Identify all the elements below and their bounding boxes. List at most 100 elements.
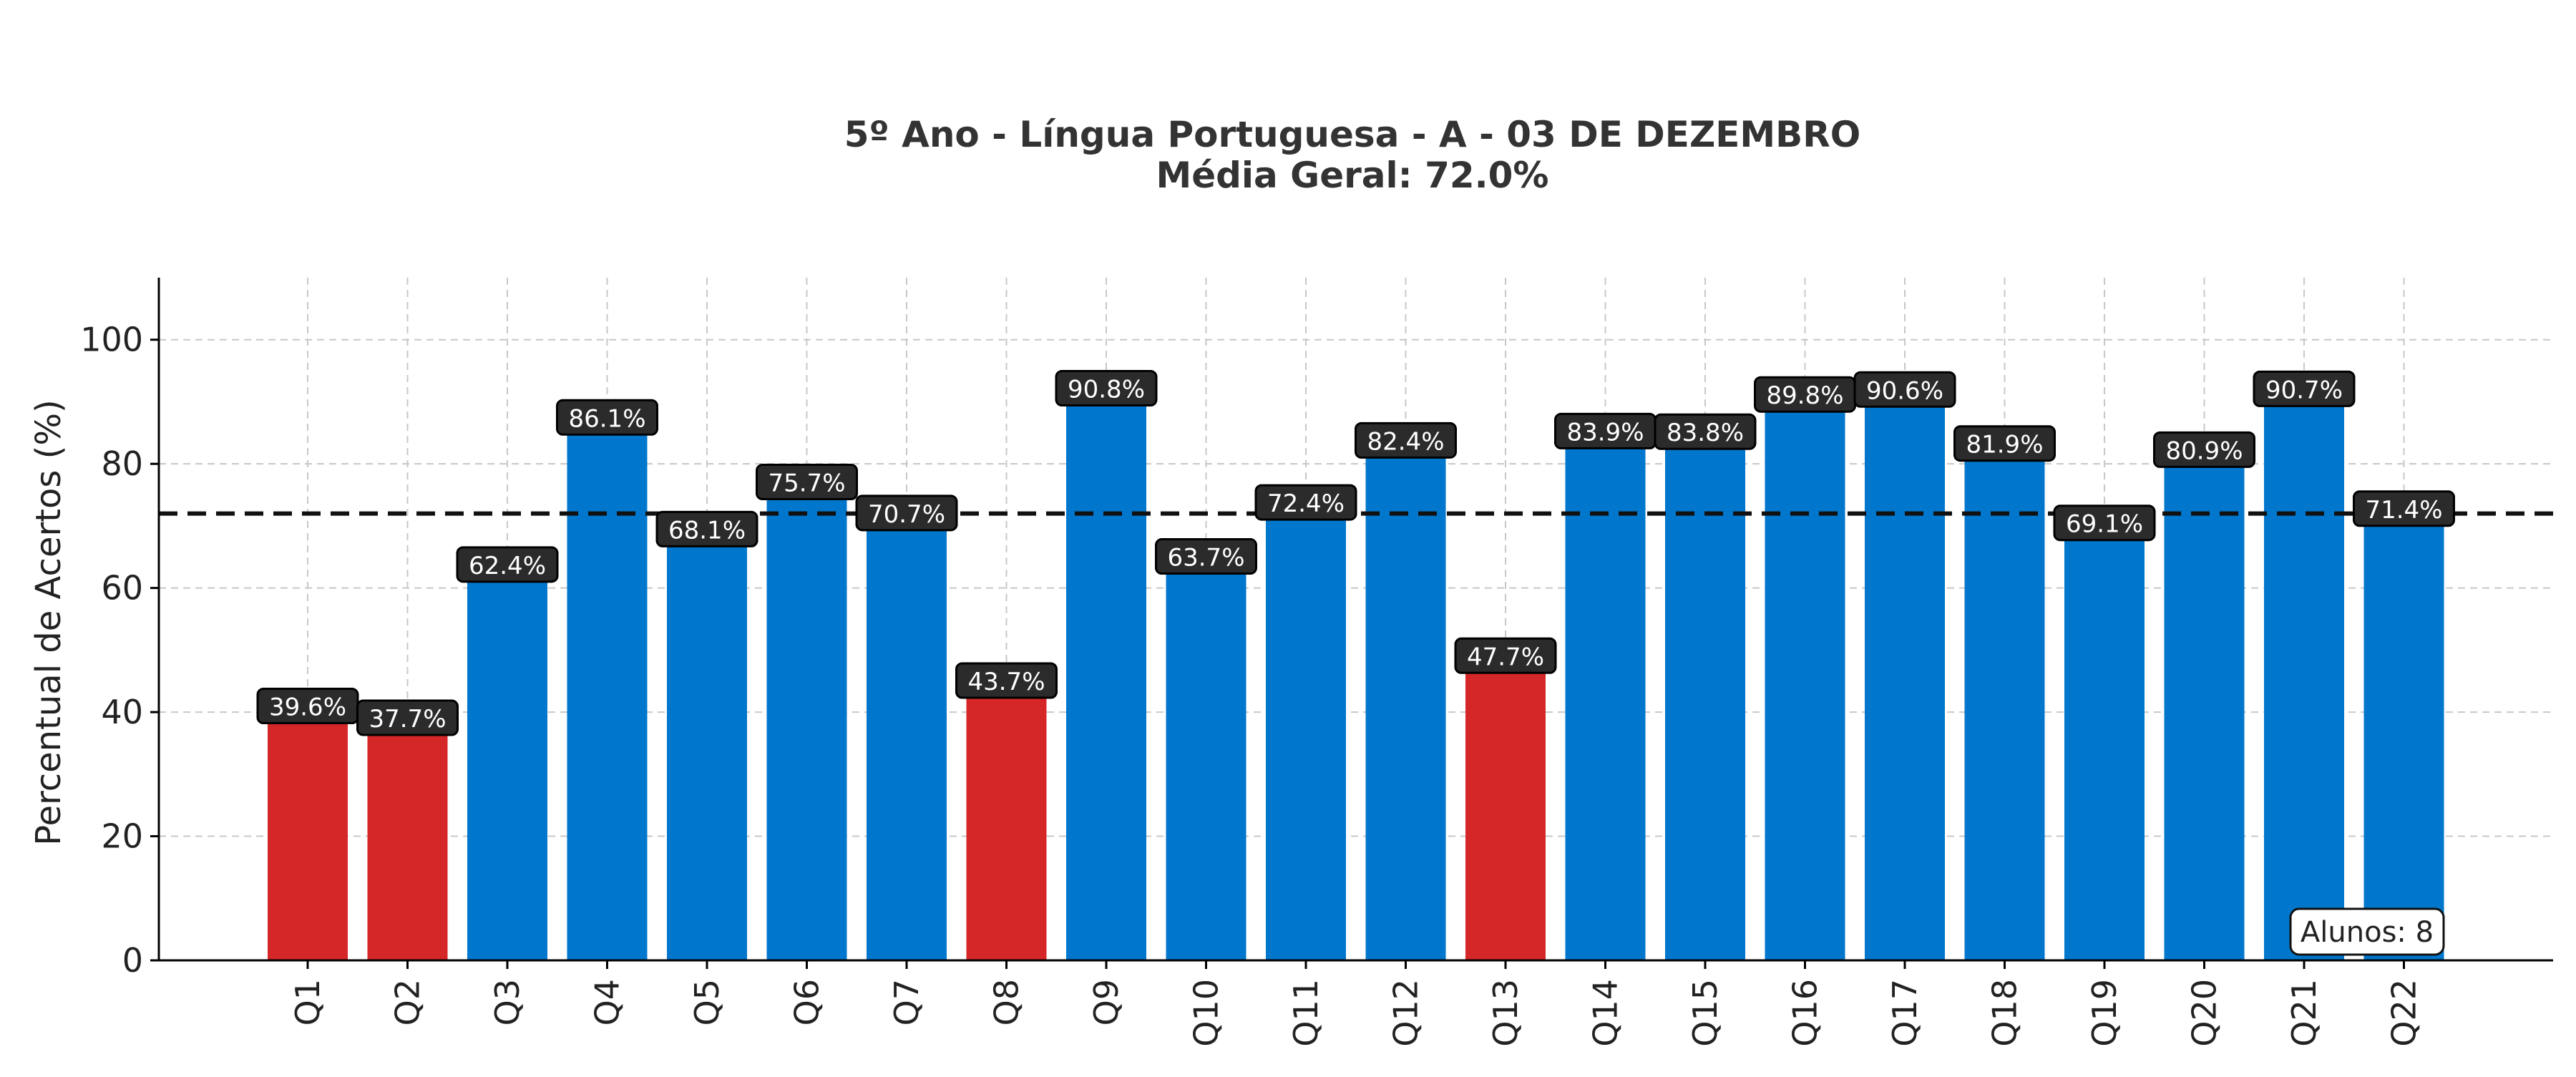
data-label-box xyxy=(1155,538,1257,575)
bar-q21 xyxy=(2264,397,2344,960)
data-label-box xyxy=(1853,371,1956,408)
y-tick-label: 80 xyxy=(101,444,143,483)
x-tick-label: Q18 xyxy=(1986,979,2024,1047)
data-label: 75.7% xyxy=(768,469,845,497)
bar-q18 xyxy=(1964,452,2045,960)
data-label-box xyxy=(2253,370,2356,407)
data-label: 68.1% xyxy=(668,516,746,545)
x-tick-label: Q7 xyxy=(887,979,926,1025)
data-label: 43.7% xyxy=(967,668,1045,696)
y-tick-label: 40 xyxy=(101,693,143,731)
bar-q12 xyxy=(1365,449,1446,960)
x-tick-label: Q17 xyxy=(1885,979,1924,1047)
data-label-box xyxy=(2153,431,2255,468)
x-tick-label: Q4 xyxy=(588,979,627,1025)
x-tick-label: Q20 xyxy=(2185,979,2224,1047)
bar-q5 xyxy=(667,537,747,960)
data-label: 71.4% xyxy=(2365,496,2442,525)
data-label: 90.7% xyxy=(2265,376,2343,404)
x-tick-label: Q2 xyxy=(389,979,427,1025)
bars-layer xyxy=(268,396,2444,960)
data-label-box xyxy=(456,546,559,583)
data-label: 83.8% xyxy=(1667,419,1744,447)
data-label: 83.9% xyxy=(1566,418,1644,447)
data-label: 39.6% xyxy=(269,693,346,722)
data-label: 63.7% xyxy=(1167,544,1244,572)
x-tick-label: Q11 xyxy=(1287,979,1325,1047)
data-label: 69.1% xyxy=(2066,510,2143,539)
data-labels-layer: 39.6% 37.7% 62.4% 86.1% 68.1% 75.7% 70.7% 43.7%… xyxy=(256,370,2455,736)
data-label: 62.4% xyxy=(469,552,546,580)
axes-layer: 0 20 40 60 80 100 Q1 Q2 Q3 Q4 Q5 Q6 Q7 Q8 Q9 Q10 Q11 Q12 Q… xyxy=(80,278,2553,1047)
x-tick-label: Q5 xyxy=(688,979,726,1025)
bar-q4 xyxy=(567,426,648,960)
data-label-box xyxy=(756,463,858,500)
x-tick-label: Q22 xyxy=(2385,979,2424,1047)
x-tick-label: Q9 xyxy=(1087,979,1126,1025)
x-tick-label: Q15 xyxy=(1686,979,1724,1047)
data-label: 90.8% xyxy=(1068,376,1145,404)
chart-subtitle: Média Geral: 72.0% xyxy=(1156,155,1548,196)
x-tick-label: Q19 xyxy=(2085,979,2124,1047)
bar-q2 xyxy=(367,726,448,960)
data-label-box xyxy=(2353,490,2455,527)
data-label: 86.1% xyxy=(568,404,645,433)
bar-q6 xyxy=(766,490,847,960)
bar-q14 xyxy=(1565,439,1646,960)
x-tick-label: Q1 xyxy=(288,979,327,1025)
data-label-box xyxy=(1055,370,1158,407)
x-tick-label: Q21 xyxy=(2285,979,2323,1047)
bar-q8 xyxy=(966,689,1047,960)
bar-q7 xyxy=(867,521,947,960)
data-label: 37.7% xyxy=(369,705,446,734)
x-tick-label: Q8 xyxy=(987,979,1026,1025)
alunos-badge-text: Alunos: 8 xyxy=(2301,916,2434,949)
bar-q19 xyxy=(2064,531,2145,960)
data-label-box xyxy=(1454,637,1557,674)
bar-q16 xyxy=(1765,403,1845,960)
data-label: 89.8% xyxy=(1766,381,1843,410)
x-tick-label: Q14 xyxy=(1586,979,1625,1047)
data-label: 80.9% xyxy=(2165,437,2243,465)
x-tick-label: Q6 xyxy=(788,979,826,1025)
data-label: 72.4% xyxy=(1267,489,1345,518)
bar-q3 xyxy=(467,572,547,960)
y-tick-label: 100 xyxy=(80,321,143,359)
data-label: 90.6% xyxy=(1866,376,1943,405)
bar-q11 xyxy=(1266,511,1346,960)
chart-title: 5º Ano - Língua Portuguesa - A - 03 DE D… xyxy=(844,114,1861,155)
bar-q17 xyxy=(1865,398,1945,960)
bar-q1 xyxy=(268,714,348,960)
y-tick-label: 0 xyxy=(122,941,143,980)
data-label-box xyxy=(1654,413,1757,450)
data-label: 47.7% xyxy=(1467,643,1544,671)
y-tick-label: 20 xyxy=(101,817,143,856)
x-tick-label: Q13 xyxy=(1486,979,1525,1047)
data-label-box xyxy=(1953,425,2056,462)
bar-q9 xyxy=(1066,396,1146,960)
alunos-badge-box xyxy=(2289,907,2445,956)
data-label-box xyxy=(855,494,958,532)
y-tick-label: 60 xyxy=(101,569,143,608)
data-label-box xyxy=(2053,505,2156,542)
bar-q20 xyxy=(2164,458,2245,960)
data-label-box xyxy=(1254,484,1357,521)
x-tick-label: Q12 xyxy=(1387,979,1425,1047)
bar-q15 xyxy=(1665,440,1745,960)
bar-q13 xyxy=(1465,664,1546,960)
data-label-box xyxy=(1355,421,1457,459)
data-label: 82.4% xyxy=(1367,427,1444,456)
data-label: 81.9% xyxy=(1966,431,2043,459)
x-tick-label: Q16 xyxy=(1786,979,1825,1047)
data-label-box xyxy=(955,662,1058,699)
data-label: 70.7% xyxy=(868,500,945,529)
y-axis-label: Percentual de Acertos (%) xyxy=(29,399,69,845)
data-label-box xyxy=(655,510,758,547)
x-tick-label: Q10 xyxy=(1187,979,1226,1047)
bar-q10 xyxy=(1166,565,1246,960)
bar-q22 xyxy=(2363,517,2444,960)
data-label-box xyxy=(556,399,658,436)
x-tick-label: Q3 xyxy=(488,979,527,1025)
